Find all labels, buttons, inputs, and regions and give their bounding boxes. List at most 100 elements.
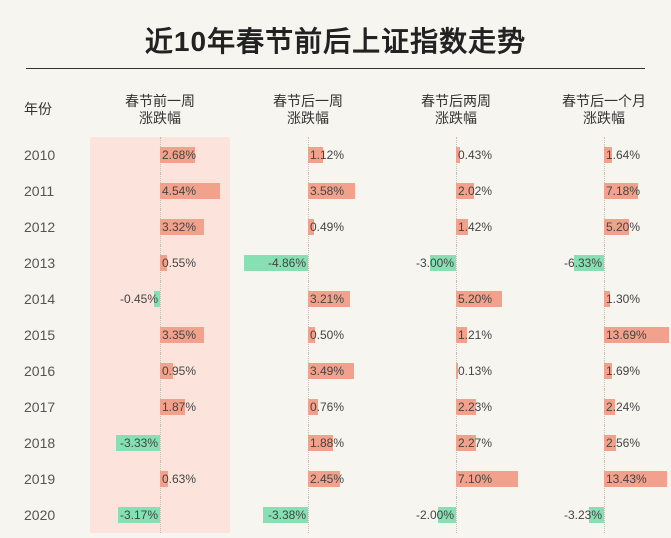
value-label: 0.50% [310,328,344,342]
bar-row: -0.45% [90,281,230,317]
bar-row: 3.35% [90,317,230,353]
bar-row: 5.20% [534,209,671,245]
value-label: 2.56% [606,436,640,450]
bar-row: 0.63% [90,461,230,497]
value-label: 0.63% [162,472,196,486]
value-label: 2.68% [162,148,196,162]
bar-row: 2.68% [90,137,230,173]
bar-row: 13.43% [534,461,671,497]
column-header: 春节后两周 涨跌幅 [386,83,526,137]
value-label: 0.49% [310,220,344,234]
value-label: 3.21% [310,292,344,306]
bar-row: 2.27% [386,425,526,461]
column-header: 春节后一个月 涨跌幅 [534,83,671,137]
year-label: 2015 [20,317,82,353]
bar-row: 1.69% [534,353,671,389]
bar-row: 2.56% [534,425,671,461]
value-label: 1.12% [310,148,344,162]
value-label: 1.87% [162,400,196,414]
bar-row: 3.49% [238,353,378,389]
value-label: -3.17% [120,508,158,522]
bar-row: -4.86% [238,245,378,281]
bar-row: -3.38% [238,497,378,533]
year-label: 2013 [20,245,82,281]
bar-row: 0.55% [90,245,230,281]
value-label: 2.27% [458,436,492,450]
year-label: 2020 [20,497,82,533]
bar-row: 2.45% [238,461,378,497]
year-label: 2010 [20,137,82,173]
value-label: -3.33% [120,436,158,450]
value-label: 1.64% [606,148,640,162]
value-label: 3.32% [162,220,196,234]
value-label: 1.42% [458,220,492,234]
axis-line [604,497,605,533]
axis-line [456,497,457,533]
bar-row: 2.23% [386,389,526,425]
bar-row: 0.50% [238,317,378,353]
axis-line [160,425,161,461]
value-label: -6.33% [564,256,602,270]
bar-row: 3.21% [238,281,378,317]
bar-row: 1.12% [238,137,378,173]
data-column: 1.64% 7.18% 5.20% -6.33% 1.30% 13.69% 1.69% 2.2… [534,137,671,533]
bar-row: -6.33% [534,245,671,281]
bar-row: 0.13% [386,353,526,389]
year-label: 2011 [20,173,82,209]
value-label: 3.49% [310,364,344,378]
value-label: 1.21% [458,328,492,342]
year-header: 年份 [20,83,82,137]
axis-line [160,497,161,533]
bar-row: 5.20% [386,281,526,317]
chart-grid: 年份春节前一周 涨跌幅春节后一周 涨跌幅春节后两周 涨跌幅春节后一个月 涨跌幅2… [0,83,671,533]
value-label: 3.58% [310,184,344,198]
value-label: 2.23% [458,400,492,414]
column-header: 春节前一周 涨跌幅 [90,83,230,137]
value-label: 0.76% [310,400,344,414]
bar-row: 3.58% [238,173,378,209]
value-label: -2.00% [416,508,454,522]
year-label: 2016 [20,353,82,389]
bar-row: 1.88% [238,425,378,461]
value-label: 7.18% [606,184,640,198]
year-label: 2012 [20,209,82,245]
title-rule [26,68,645,69]
year-label: 2014 [20,281,82,317]
year-column: 2010201120122013201420152016201720182019… [20,137,82,533]
axis-line [604,245,605,281]
value-label: 2.24% [606,400,640,414]
bar-row: 1.64% [534,137,671,173]
bar-row: 13.69% [534,317,671,353]
value-label: -3.00% [416,256,454,270]
bar-row: -3.17% [90,497,230,533]
data-column: 1.12% 3.58% 0.49% -4.86% 3.21% 0.50% 3.49% 0.76… [238,137,378,533]
column-header: 春节后一周 涨跌幅 [238,83,378,137]
value-label: 13.69% [606,328,647,342]
bar-row: -2.00% [386,497,526,533]
bar-row: 4.54% [90,173,230,209]
axis-line [308,245,309,281]
bar-row: 7.10% [386,461,526,497]
value-label: 1.88% [310,436,344,450]
bar-row: 2.24% [534,389,671,425]
bar-row: 0.43% [386,137,526,173]
value-label: 2.45% [310,472,344,486]
value-label: 0.55% [162,256,196,270]
bar-row: 1.42% [386,209,526,245]
value-label: -4.86% [268,256,306,270]
year-label: 2019 [20,461,82,497]
value-label: 5.20% [606,220,640,234]
value-label: 0.95% [162,364,196,378]
bar-row: -3.23% [534,497,671,533]
axis-line [308,497,309,533]
bar-row: 2.02% [386,173,526,209]
bar-row: 0.49% [238,209,378,245]
chart-title: 近10年春节前后上证指数走势 [0,0,671,68]
bar-row: 1.21% [386,317,526,353]
axis-line [456,245,457,281]
bar-row: 1.87% [90,389,230,425]
bar-row: 1.30% [534,281,671,317]
value-label: -3.23% [564,508,602,522]
value-label: 3.35% [162,328,196,342]
bar-row: 7.18% [534,173,671,209]
